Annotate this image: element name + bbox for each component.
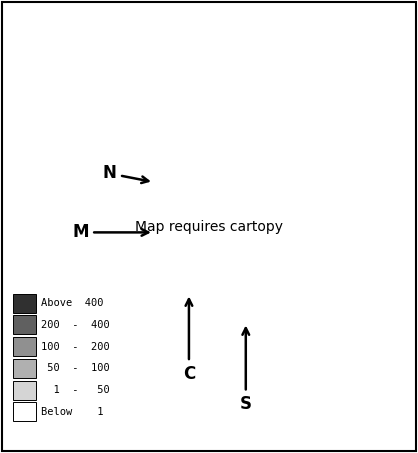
Text: M: M — [72, 223, 148, 241]
Bar — [13, 315, 36, 334]
Text: Below    1: Below 1 — [41, 407, 103, 417]
Text: C: C — [183, 299, 195, 383]
Text: 100  -  200: 100 - 200 — [41, 342, 109, 352]
Text: Above  400: Above 400 — [41, 298, 103, 308]
Bar — [13, 402, 36, 421]
Bar — [13, 294, 36, 313]
Bar — [13, 381, 36, 400]
Text: 1  -   50: 1 - 50 — [41, 385, 109, 395]
Text: N: N — [102, 164, 148, 183]
Text: Map requires cartopy: Map requires cartopy — [135, 220, 283, 233]
Text: S: S — [240, 328, 252, 413]
Text: 50  -  100: 50 - 100 — [41, 363, 109, 373]
Bar — [13, 359, 36, 378]
Bar — [13, 337, 36, 356]
Text: 200  -  400: 200 - 400 — [41, 320, 109, 330]
